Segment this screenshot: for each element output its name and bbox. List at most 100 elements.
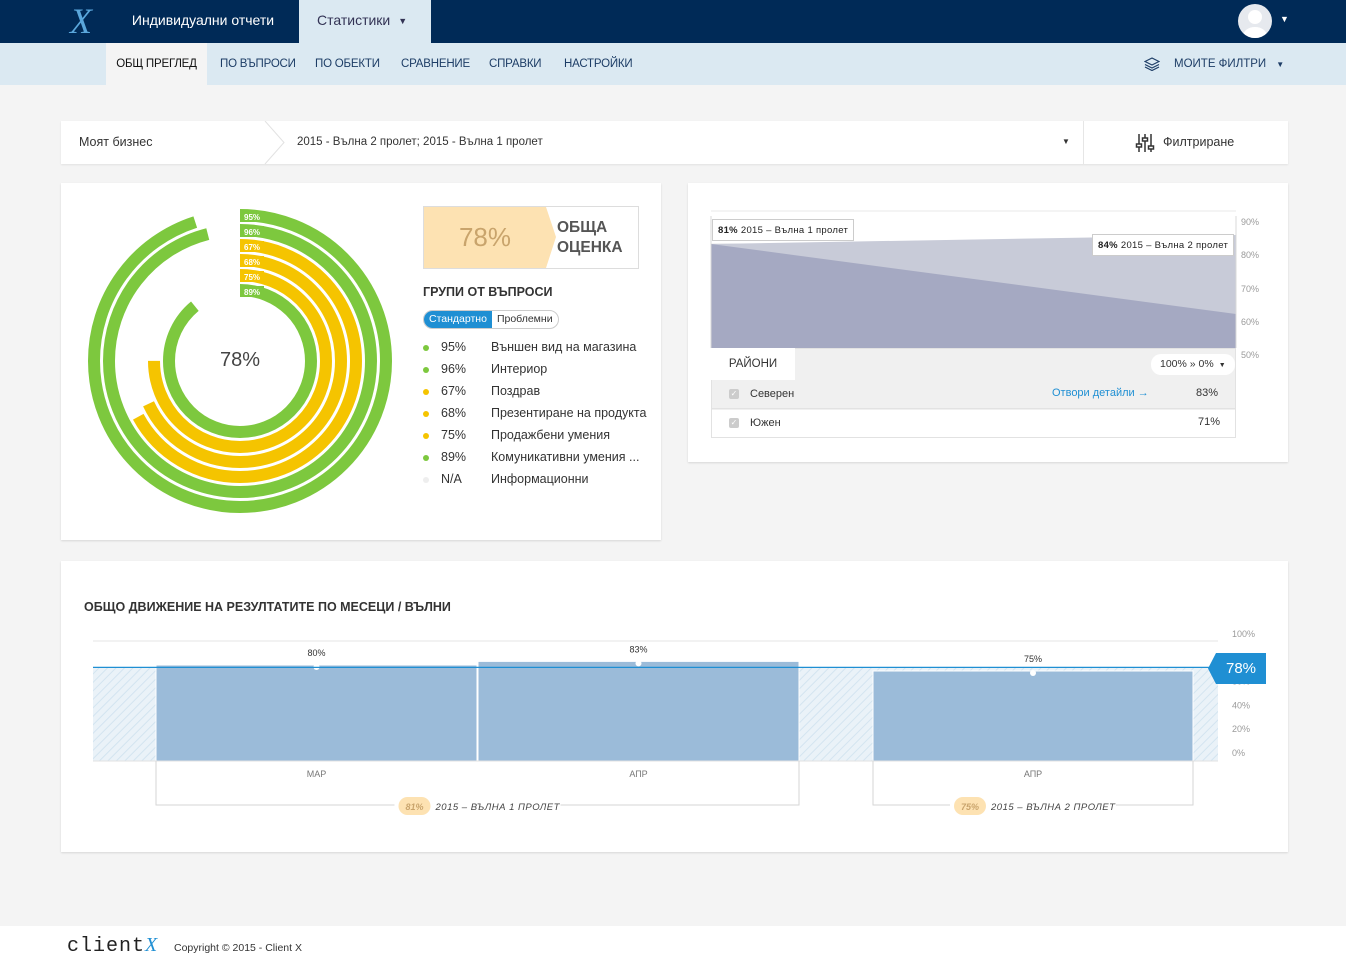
- business-selector[interactable]: Моят бизнес: [79, 135, 153, 149]
- range-select-label: 100% » 0%: [1160, 358, 1214, 370]
- tab-statistics-label: Статистики: [317, 12, 391, 28]
- area-y-axis: 90% 80% 70% 60% 50%: [1241, 206, 1259, 372]
- bar[interactable]: [477, 660, 800, 762]
- group-percent: 89%: [441, 450, 467, 464]
- user-menu-chevron-icon[interactable]: ▼: [1280, 14, 1289, 24]
- region-checkbox[interactable]: ✓: [729, 389, 739, 399]
- y-tick: 70%: [1241, 283, 1260, 294]
- subnav-reports[interactable]: СПРАВКИ: [489, 58, 542, 70]
- footer-brand: client: [67, 935, 146, 958]
- question-group-item[interactable]: 95% Външен вид на магазина: [423, 336, 653, 358]
- bar-value-label: 83%: [629, 644, 647, 654]
- ring-label-bg: [240, 241, 264, 252]
- wave1-tooltip-label: 2015 – Вълна 1 пролет: [740, 225, 849, 236]
- view-toggle: Стандартно Проблемни: [423, 310, 559, 329]
- tab-statistics[interactable]: Статистики ▼: [299, 0, 431, 43]
- region-value: 71%: [1198, 416, 1221, 428]
- status-dot: [423, 432, 429, 439]
- ring-label: 96%: [244, 228, 260, 237]
- overall-score-label-line2: ОЦЕНКА: [557, 239, 623, 256]
- subnav-comparison[interactable]: СРАВНЕНИЕ: [401, 58, 470, 70]
- x-tick-label: МАР: [307, 769, 327, 779]
- question-group-item[interactable]: 96% Интериор: [423, 358, 653, 380]
- my-filters-label: МОИТЕ ФИЛТРИ: [1174, 58, 1267, 70]
- wave1-tooltip-pct: 81%: [718, 225, 738, 236]
- y-tick-label: 0%: [1232, 748, 1245, 758]
- group-name: Външен вид на магазина: [491, 340, 637, 354]
- status-dot: [423, 366, 429, 373]
- y-tick-label: 20%: [1232, 724, 1250, 734]
- question-group-item[interactable]: 67% Поздрав: [423, 380, 653, 402]
- tab-individual-reports[interactable]: Индивидуални отчети: [131, 12, 275, 28]
- group-percent: N/A: [441, 472, 462, 486]
- user-avatar[interactable]: [1238, 4, 1272, 38]
- bar[interactable]: [155, 664, 478, 762]
- ring-label: 95%: [244, 213, 260, 222]
- status-dot: [423, 454, 429, 461]
- wave-label-bg: [394, 796, 561, 814]
- table-row[interactable]: [712, 380, 1235, 409]
- region-value: 83%: [1196, 387, 1219, 399]
- status-dot: [423, 410, 429, 417]
- group-name: Комуникативни умения ...: [491, 450, 640, 464]
- group-name: Поздрав: [491, 384, 541, 398]
- average-badge-shape: [1208, 653, 1266, 684]
- question-group-item[interactable]: 68% Презентиране на продукта: [423, 402, 653, 424]
- divider: [1083, 121, 1084, 164]
- wave-label: 2015 – ВЪЛНА 1 ПРОЛЕТ: [435, 802, 561, 813]
- toggle-standard[interactable]: Стандартно: [424, 311, 492, 328]
- regions-tab[interactable]: РАЙОНИ: [711, 348, 795, 380]
- range-select[interactable]: 100% » 0% ▼: [1151, 354, 1235, 375]
- bar-marker: [1030, 670, 1036, 676]
- wave2-tooltip-pct: 84%: [1098, 240, 1118, 251]
- subnav-by-questions[interactable]: ПО ВЪПРОСИ: [220, 58, 296, 70]
- wave-pct-pill: [954, 797, 986, 815]
- average-badge-value: 78%: [1225, 660, 1257, 677]
- waves-select[interactable]: 2015 - Вълна 2 пролет; 2015 - Вълна 1 пр…: [297, 136, 543, 148]
- wave-pct: 81%: [405, 802, 423, 812]
- ring-label-bg: [240, 226, 264, 237]
- filter-button-label: Филтриране: [1163, 135, 1235, 149]
- sliders-icon: [1135, 133, 1155, 152]
- question-group-item[interactable]: 89% Комуникативни умения ...: [423, 446, 653, 468]
- overall-score-label: ОБЩА ОЦЕНКА: [557, 218, 623, 258]
- wave-pct-pill: [398, 797, 431, 815]
- group-name: Продажбени умения: [491, 428, 611, 442]
- filter-button[interactable]: Филтриране: [1135, 121, 1234, 164]
- subnav-by-objects[interactable]: ПО ОБЕКТИ: [315, 58, 380, 70]
- waves-select-chevron-icon[interactable]: ▼: [1062, 137, 1070, 146]
- ring-label-bg: [240, 286, 264, 297]
- user-icon: [1243, 10, 1267, 38]
- overall-score-label-line1: ОБЩА: [557, 219, 608, 236]
- group-percent: 67%: [441, 384, 467, 398]
- wave-pct: 75%: [961, 802, 979, 812]
- y-tick: 90%: [1241, 217, 1260, 227]
- y-tick-label: 100%: [1232, 629, 1255, 639]
- subnav-settings[interactable]: НАСТРОЙКИ: [564, 58, 633, 70]
- group-percent: 68%: [441, 406, 467, 420]
- monthly-bar-chart: 80%МАР83%АПР75%АПР100%80%60%40%20%0%81%2…: [93, 629, 1255, 815]
- ring-label: 75%: [244, 273, 260, 282]
- my-filters-button[interactable]: МОИТЕ ФИЛТРИ ▼: [1143, 43, 1285, 85]
- group-name: Презентиране на продукта: [491, 406, 647, 420]
- subnav-overview[interactable]: ОБЩ ПРЕГЛЕД: [106, 43, 207, 85]
- ring-label: 89%: [244, 288, 260, 297]
- group-percent: 75%: [441, 428, 467, 442]
- wave-label: 2015 – ВЪЛНА 2 ПРОЛЕТ: [990, 802, 1116, 813]
- app-logo[interactable]: X: [70, 1, 92, 41]
- open-details-link[interactable]: Отвори детайли →: [1052, 387, 1149, 399]
- region-checkbox[interactable]: ✓: [729, 418, 739, 428]
- question-group-item[interactable]: N/A Информационни: [423, 468, 653, 490]
- bar[interactable]: [872, 670, 1194, 762]
- chevron-down-icon: ▼: [1276, 60, 1285, 69]
- question-group-item[interactable]: 75% Продажбени умения: [423, 424, 653, 446]
- toggle-problem[interactable]: Проблемни: [496, 313, 553, 325]
- table-row[interactable]: [712, 410, 1235, 437]
- wave2-tooltip-label: 2015 – Вълна 2 пролет: [1120, 240, 1229, 251]
- status-dot: [423, 476, 429, 483]
- question-groups-list: 95% Външен вид на магазина 96% Интериор 67% П…: [423, 336, 653, 490]
- region-name: Северен: [750, 388, 795, 400]
- group-name: Интериор: [491, 362, 548, 376]
- ring-label-bg: [240, 256, 264, 267]
- chevron-down-icon: ▼: [398, 15, 408, 26]
